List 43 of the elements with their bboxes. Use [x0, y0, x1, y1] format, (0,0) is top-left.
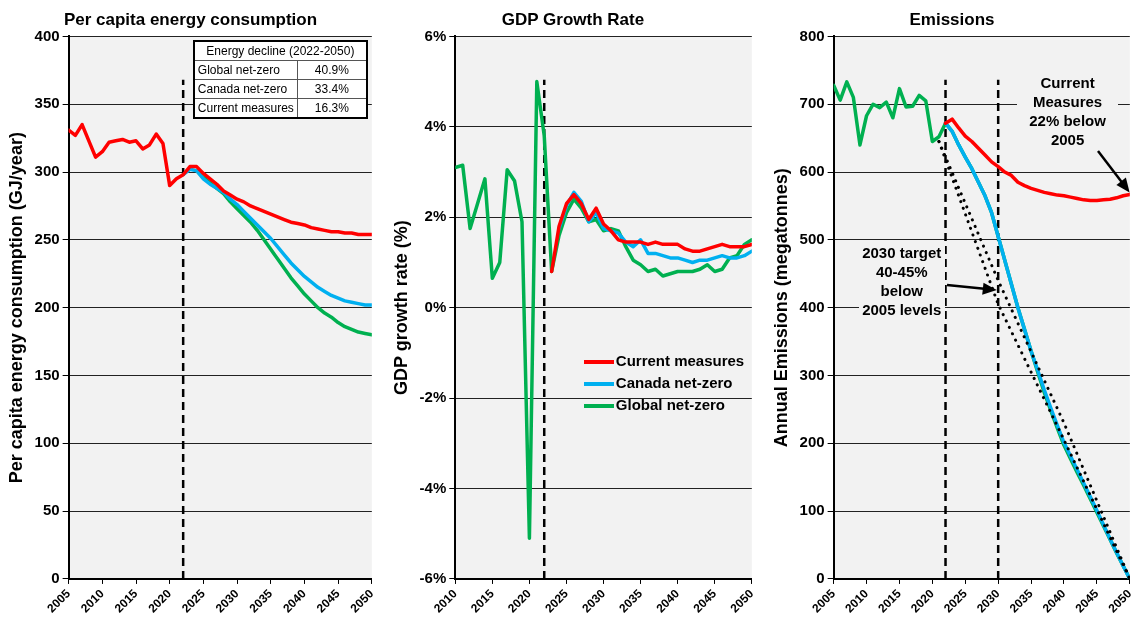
y-tick-label: 200	[34, 297, 60, 315]
y-tick-label: 50	[42, 501, 60, 519]
y-tick-label: 0	[51, 569, 60, 587]
y-axis-title: Annual Emissions (megatonnes)	[770, 168, 791, 448]
y-tick-label: 200	[799, 433, 825, 451]
y-tick-label: 250	[34, 229, 60, 247]
legend-label: Canada net-zero	[615, 374, 733, 392]
y-tick-label: 2%	[424, 207, 447, 225]
annotation: Canada net-zero	[193, 79, 298, 99]
chart-title: Emissions	[909, 9, 995, 29]
annotation: Current measures	[193, 98, 298, 119]
y-tick-label: -4%	[419, 478, 447, 496]
y-axis-title: GDP growth rate (%)	[390, 220, 411, 396]
y-tick-label: 150	[34, 365, 60, 383]
y-tick-label: 700	[799, 94, 825, 112]
y-tick-label: 400	[799, 297, 825, 315]
annotation: 33.4%	[297, 79, 367, 99]
annotation: Global net-zero	[193, 60, 298, 80]
y-tick-label: 0%	[424, 297, 447, 315]
y-axis-title: Per capita energy consumption (GJ/year)	[5, 132, 26, 484]
annotation: 2030 target 40-45% below 2005 levels	[858, 242, 945, 319]
y-tick-label: 4%	[424, 116, 447, 134]
y-tick-label: -6%	[419, 569, 447, 587]
annotation: 16.3%	[297, 98, 367, 119]
y-tick-label: 400	[34, 26, 60, 44]
y-tick-label: 300	[799, 365, 825, 383]
annotation: Current Measures 22% below 2005	[1017, 73, 1119, 150]
legend-label: Global net-zero	[615, 396, 725, 414]
y-tick-label: 100	[799, 501, 825, 519]
y-tick-label: 0	[816, 569, 825, 587]
y-tick-label: 350	[34, 94, 60, 112]
y-tick-label: -2%	[419, 388, 447, 406]
y-tick-label: 100	[34, 433, 60, 451]
annotation: Energy decline (2022-2050)	[193, 41, 367, 61]
legend-label: Current measures	[615, 352, 745, 370]
chart-title: GDP Growth Rate	[501, 9, 645, 29]
y-tick-label: 800	[799, 26, 825, 44]
y-tick-label: 600	[799, 162, 825, 180]
y-tick-label: 300	[34, 162, 60, 180]
y-tick-label: 500	[799, 229, 825, 247]
annotation: 40.9%	[297, 60, 367, 80]
y-tick-label: 6%	[424, 26, 447, 44]
chart-title: Per capita energy consumption	[63, 9, 318, 29]
